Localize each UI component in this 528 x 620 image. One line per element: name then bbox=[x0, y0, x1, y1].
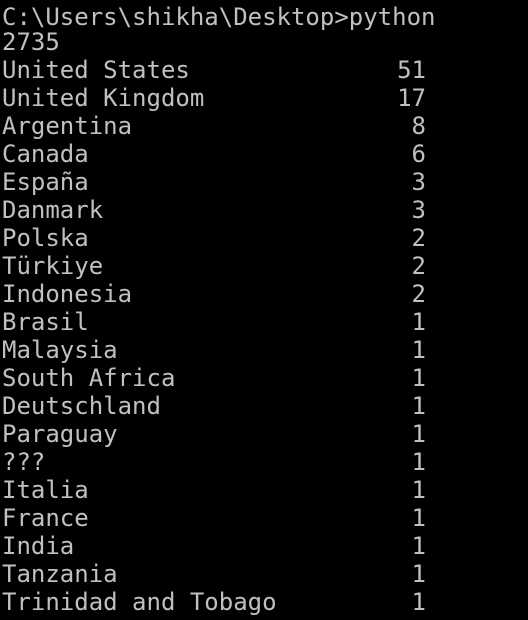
output-row: Polska 2 bbox=[0, 224, 528, 252]
output-row: Brasil 1 bbox=[0, 308, 528, 336]
output-row: Türkiye 2 bbox=[0, 252, 528, 280]
command-prompt-text: C:\Users\shikha\Desktop>python bbox=[2, 3, 436, 31]
output-row: United States 51 bbox=[0, 56, 528, 84]
total-count-line: 2735 bbox=[0, 28, 528, 56]
output-row: Indonesia 2 bbox=[0, 280, 528, 308]
country-count: 3 bbox=[411, 168, 426, 196]
output-row: Malaysia 1 bbox=[0, 336, 528, 364]
output-row: Italia 1 bbox=[0, 476, 528, 504]
output-row: United Kingdom 17 bbox=[0, 84, 528, 112]
output-row: ??? 1 bbox=[0, 448, 528, 476]
country-count: 1 bbox=[411, 308, 426, 336]
country-name: Deutschland bbox=[2, 392, 161, 420]
country-count: 2 bbox=[411, 224, 426, 252]
country-name: Polska bbox=[2, 224, 89, 252]
country-count: 51 bbox=[397, 56, 426, 84]
country-name: Argentina bbox=[2, 112, 133, 140]
country-count: 1 bbox=[411, 448, 426, 476]
country-count: 2 bbox=[411, 252, 426, 280]
country-count: 2 bbox=[411, 280, 426, 308]
country-count: 3 bbox=[411, 196, 426, 224]
output-row: South Africa 1 bbox=[0, 364, 528, 392]
country-name: Danmark bbox=[2, 196, 104, 224]
output-row: Argentina 8 bbox=[0, 112, 528, 140]
country-count: 1 bbox=[411, 476, 426, 504]
output-row: France 1 bbox=[0, 504, 528, 532]
country-name: United Kingdom bbox=[2, 84, 205, 112]
country-name: Brasil bbox=[2, 308, 89, 336]
country-name: France bbox=[2, 504, 89, 532]
output-row: Tanzania 1 bbox=[0, 560, 528, 588]
country-name: Trinidad and Tobago bbox=[2, 588, 277, 616]
total-count: 2735 bbox=[2, 28, 60, 56]
country-count: 6 bbox=[411, 140, 426, 168]
command-prompt-line: C:\Users\shikha\Desktop>python bbox=[0, 3, 528, 31]
country-name: India bbox=[2, 532, 75, 560]
country-name: Malaysia bbox=[2, 336, 118, 364]
output-row: España 3 bbox=[0, 168, 528, 196]
output-row: Trinidad and Tobago 1 bbox=[0, 588, 528, 616]
country-name: Paraguay bbox=[2, 420, 118, 448]
country-count: 8 bbox=[411, 112, 426, 140]
country-count: 1 bbox=[411, 392, 426, 420]
country-name: ??? bbox=[2, 448, 46, 476]
country-name: South Africa bbox=[2, 364, 176, 392]
country-count: 1 bbox=[411, 364, 426, 392]
country-count: 1 bbox=[411, 504, 426, 532]
country-count: 1 bbox=[411, 532, 426, 560]
country-name: United States bbox=[2, 56, 190, 84]
country-count: 1 bbox=[411, 560, 426, 588]
output-row: Paraguay 1 bbox=[0, 420, 528, 448]
country-name: Canada bbox=[2, 140, 89, 168]
output-row: Danmark 3 bbox=[0, 196, 528, 224]
country-name: Tanzania bbox=[2, 560, 118, 588]
output-row: Canada 6 bbox=[0, 140, 528, 168]
country-name: España bbox=[2, 168, 89, 196]
country-count: 17 bbox=[397, 84, 426, 112]
country-name: Indonesia bbox=[2, 280, 133, 308]
country-count: 1 bbox=[411, 588, 426, 616]
country-name: Italia bbox=[2, 476, 89, 504]
output-row: India 1 bbox=[0, 532, 528, 560]
country-name: Türkiye bbox=[2, 252, 104, 280]
country-count: 1 bbox=[411, 420, 426, 448]
output-row: Deutschland 1 bbox=[0, 392, 528, 420]
country-count: 1 bbox=[411, 336, 426, 364]
